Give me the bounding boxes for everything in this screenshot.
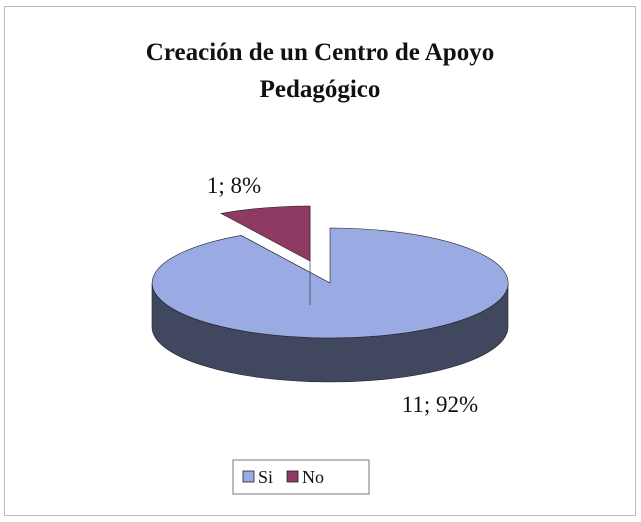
legend-swatch <box>242 470 255 483</box>
data-label: 1; 8% <box>207 173 261 198</box>
legend-swatch <box>286 470 299 483</box>
legend-box <box>232 459 370 495</box>
legend-label: No <box>302 467 324 487</box>
chart-frame <box>4 6 636 516</box>
slice-top <box>220 205 311 262</box>
data-label: 11; 92% <box>402 392 478 417</box>
chart-title: Creación de un Centro de Apoyo Pedagógic… <box>145 39 495 103</box>
slice-top <box>151 227 509 339</box>
legend-label: Si <box>258 467 273 487</box>
